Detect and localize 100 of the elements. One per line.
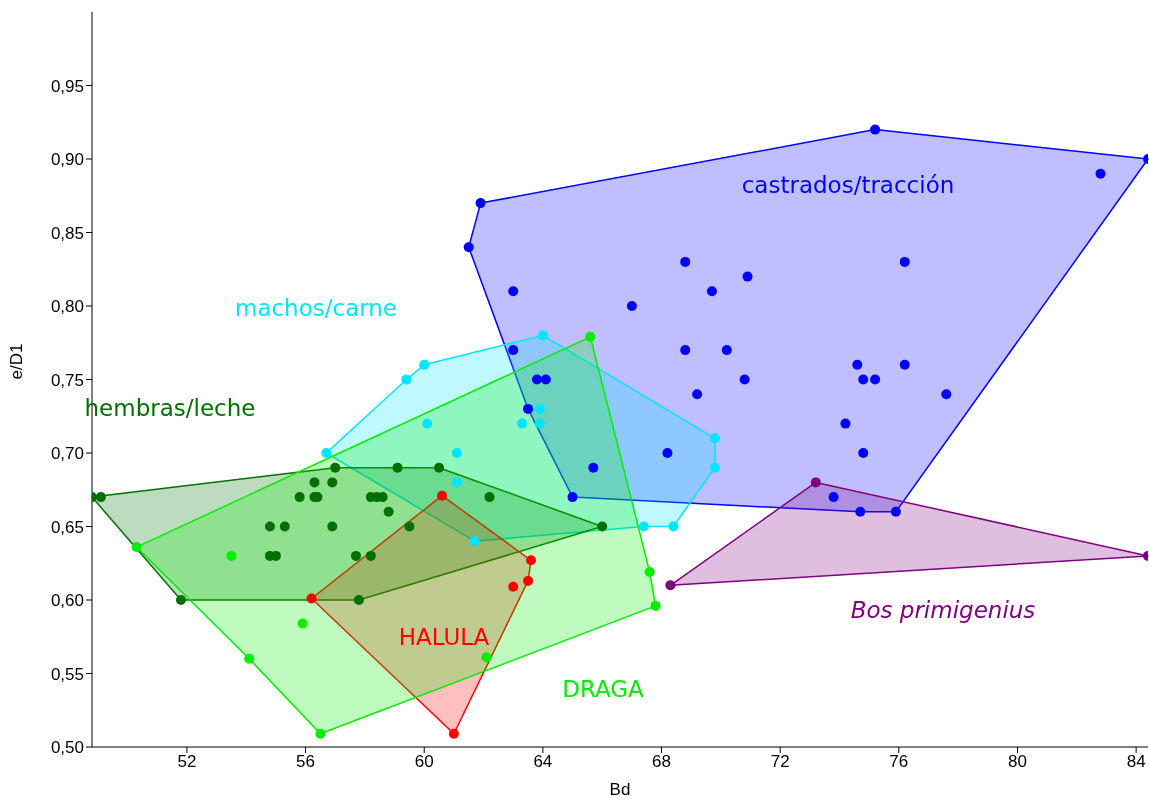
point xyxy=(365,550,376,561)
point xyxy=(422,418,433,429)
point xyxy=(175,595,186,605)
y-tick-label: 0,55 xyxy=(50,664,84,684)
point xyxy=(626,301,637,311)
point xyxy=(434,462,445,473)
y-tick-label: 0,50 xyxy=(50,738,84,758)
point xyxy=(840,418,851,429)
point xyxy=(451,448,462,458)
point xyxy=(508,345,519,356)
x-tick-label: 64 xyxy=(533,752,553,772)
point xyxy=(469,536,480,547)
point xyxy=(706,286,717,297)
point xyxy=(585,331,596,342)
text: machos/carne xyxy=(234,295,398,321)
text: castrados/tracción xyxy=(741,172,955,198)
point xyxy=(95,492,106,503)
point xyxy=(484,492,495,503)
point xyxy=(383,506,394,517)
point xyxy=(709,433,720,444)
point xyxy=(709,462,720,473)
x-tick-label: 52 xyxy=(177,752,197,772)
text: DRAGA xyxy=(562,676,644,702)
point xyxy=(650,600,661,611)
x-tick-label: 76 xyxy=(889,752,909,772)
point xyxy=(828,492,839,503)
point xyxy=(309,477,320,488)
point xyxy=(941,389,952,400)
point xyxy=(437,490,448,501)
point xyxy=(668,521,679,532)
point xyxy=(226,550,237,561)
point xyxy=(523,575,534,586)
point xyxy=(665,580,676,591)
y-tick-label: 0,75 xyxy=(50,370,84,390)
point xyxy=(534,418,545,429)
point xyxy=(855,506,866,517)
text: Bos primigenius xyxy=(850,597,1036,623)
point xyxy=(662,448,673,458)
point xyxy=(327,521,338,532)
point xyxy=(508,286,519,297)
point xyxy=(351,550,361,561)
point xyxy=(244,653,255,664)
point xyxy=(810,477,821,488)
point xyxy=(739,374,750,385)
point xyxy=(297,618,308,629)
point xyxy=(567,492,578,503)
point xyxy=(858,448,869,458)
point xyxy=(523,403,534,414)
point xyxy=(540,374,551,385)
point xyxy=(890,506,901,517)
x-tick-label: 80 xyxy=(1008,752,1027,772)
point xyxy=(680,256,691,267)
text: hembras/leche xyxy=(84,395,256,421)
point xyxy=(448,728,459,739)
y-tick-label: 0,60 xyxy=(50,591,84,611)
point xyxy=(451,477,462,488)
x-tick-label: 72 xyxy=(770,752,790,772)
point xyxy=(742,271,753,282)
point xyxy=(131,542,142,553)
point xyxy=(680,345,691,356)
point xyxy=(353,595,364,605)
point xyxy=(644,567,655,578)
y-tick-label: 0,95 xyxy=(50,76,84,96)
x-tick-label: 84 xyxy=(1126,752,1146,772)
y-tick-label: 0,85 xyxy=(50,223,84,243)
point xyxy=(526,555,537,566)
point xyxy=(321,448,332,458)
y-tick-label: 0,70 xyxy=(50,444,84,464)
point xyxy=(517,418,528,429)
point xyxy=(721,345,732,356)
x-tick-label: 60 xyxy=(414,752,434,772)
point xyxy=(899,256,910,267)
point xyxy=(534,403,545,414)
point xyxy=(330,462,341,473)
point xyxy=(279,521,290,532)
point xyxy=(392,462,403,473)
point xyxy=(315,728,326,739)
point xyxy=(870,374,881,385)
point xyxy=(899,359,910,370)
point xyxy=(870,124,881,135)
point xyxy=(404,521,415,532)
point xyxy=(481,652,492,663)
y-tick-label: 0,90 xyxy=(50,150,84,170)
point xyxy=(531,374,542,385)
point xyxy=(692,389,703,400)
point xyxy=(537,330,548,341)
point xyxy=(858,374,869,385)
point xyxy=(294,492,305,503)
point xyxy=(597,521,608,532)
point xyxy=(463,242,474,253)
point xyxy=(327,477,338,488)
point xyxy=(508,581,519,592)
x-axis-title: Bd xyxy=(609,780,631,799)
point xyxy=(475,198,486,209)
point xyxy=(264,521,275,532)
point xyxy=(401,374,412,385)
point xyxy=(419,359,430,370)
series-label: HALULA xyxy=(398,624,490,650)
y-tick-label: 0,65 xyxy=(50,517,84,537)
x-tick-label: 56 xyxy=(296,752,316,772)
